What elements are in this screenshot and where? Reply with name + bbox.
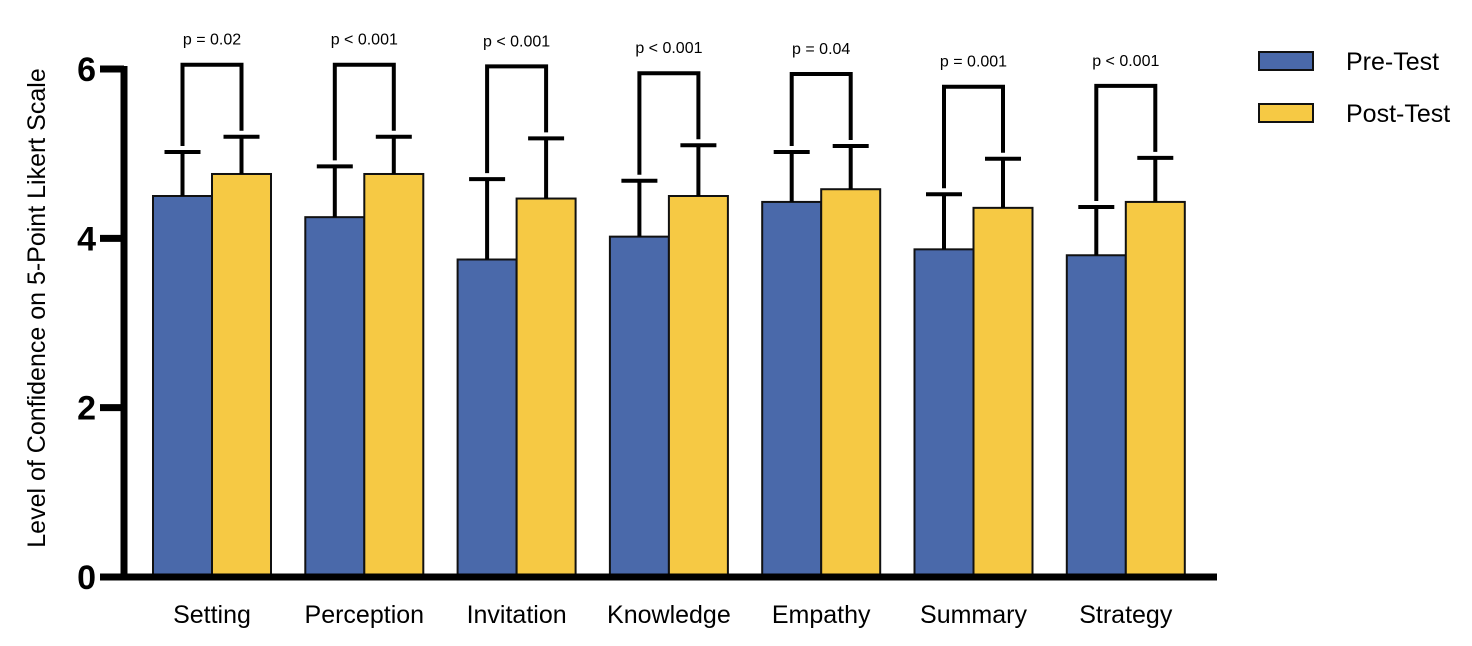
x-tick-label-invitation: Invitation [467,601,567,629]
p-value-label-knowledge: p < 0.001 [635,40,702,57]
x-tick-label-perception: Perception [305,601,425,629]
bar-post-test-strategy [1124,200,1186,578]
x-tick-label-empathy: Empathy [772,601,871,629]
bar-post-test-invitation [515,197,577,578]
significance-brackets-group: p = 0.02 p < 0.001 p < 0.001 p < 0.001 p = 0… [180,32,1159,202]
bars-group [152,172,1186,579]
axes-group: Setting Perception Invitation Knowledge Empa… [77,51,1217,629]
y-axis-label: Level of Confidence on 5-Point Likert Sc… [23,68,51,547]
p-value-label-setting: p = 0.02 [183,32,241,49]
p-value-label-perception: p < 0.001 [331,32,398,49]
p-value-label-summary: p = 0.001 [940,54,1007,71]
y-tick-label-2: 2 [77,390,96,428]
y-tick-label-0: 0 [77,559,96,597]
significance-bracket-strategy [1094,83,1158,202]
legend-label-post-test: Post-Test [1346,100,1450,128]
bar-post-test-summary [972,206,1034,578]
p-value-label-invitation: p < 0.001 [483,33,550,50]
bar-post-test-perception [363,172,425,578]
significance-bracket-perception [332,62,396,161]
significance-bracket-setting [180,62,244,146]
x-tick-label-strategy: Strategy [1079,601,1173,629]
legend-swatch-post-test [1258,103,1314,123]
bar-post-test-setting [211,172,272,578]
x-tick-label-summary: Summary [920,601,1027,629]
x-tick-label-setting: Setting [173,601,251,629]
significance-bracket-knowledge [637,71,701,175]
bar-pre-test-strategy [1065,254,1127,578]
bar-pre-test-summary [913,248,975,578]
y-tick-label-4: 4 [77,220,96,258]
error-bars-group [164,134,1174,260]
x-tick-label-knowledge: Knowledge [607,601,731,629]
p-value-label-empathy: p = 0.04 [792,41,850,58]
p-value-label-strategy: p < 0.001 [1092,53,1159,70]
legend: Pre-Test Post-Test [1258,48,1450,128]
bar-pre-test-setting [152,195,213,578]
y-tick-label-6: 6 [77,51,96,89]
legend-swatch-pre-test [1258,51,1314,71]
bar-pre-test-perception [304,216,366,579]
significance-bracket-invitation [485,64,549,174]
significance-bracket-summary [942,84,1005,189]
bar-post-test-empathy [820,188,882,579]
bar-pre-test-invitation [456,258,518,578]
bar-pre-test-knowledge [608,235,670,578]
bar-post-test-knowledge [667,195,729,578]
bar-pre-test-empathy [761,200,823,578]
legend-label-pre-test: Pre-Test [1346,48,1439,76]
significance-bracket-empathy [789,72,853,146]
